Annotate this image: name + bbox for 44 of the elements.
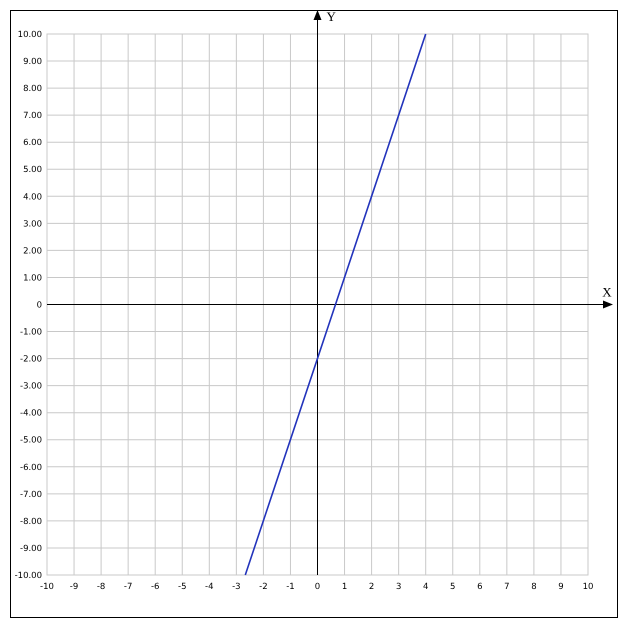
x-tick-label: 10 [582,582,594,592]
x-tick-label: -8 [96,582,106,592]
x-axis-title: X [602,284,612,300]
x-tick-label: 8 [531,582,537,592]
y-tick-label: -2.00 [20,354,42,365]
y-tick-label: 9.00 [23,57,42,68]
y-tick-label: 3.00 [23,219,42,230]
y-tick-label: 4.00 [23,192,42,202]
x-tick-label: -3 [232,582,241,592]
y-tick-label: -3.00 [20,382,42,392]
x-tick-label: -1 [286,582,295,592]
y-axis-title: Y [326,9,336,24]
x-tick-label: -9 [70,582,78,592]
y-tick-label: 5.00 [23,165,42,176]
x-tick-label: 0 [314,582,320,592]
y-tick-label: 6.00 [23,138,42,148]
y-tick-label: 0 [36,300,42,310]
y-tick-label: 1.00 [23,273,42,284]
x-tick-label: -5 [178,582,186,592]
x-tick-label: -2 [259,582,268,592]
x-tick-label: 3 [396,582,402,592]
x-tick-label: 4 [422,582,428,592]
y-tick-label: -5.00 [20,436,42,446]
y-tick-label: -8.00 [20,516,42,527]
y-tick-label: 8.00 [23,84,42,94]
y-tick-label: -6.00 [20,462,42,473]
x-tick-label: 6 [477,582,483,592]
x-tick-label: -10 [40,582,54,592]
x-tick-label: 2 [368,582,374,592]
y-tick-label: -10.00 [14,570,42,581]
y-tick-label: -1.00 [20,328,42,338]
y-tick-label: 7.00 [23,111,42,122]
x-tick-label: -6 [150,582,160,592]
x-tick-label: 7 [504,582,510,592]
y-tick-label: 2.00 [23,246,42,256]
x-tick-label: -4 [205,582,214,592]
x-tick-label: 1 [342,582,348,592]
y-tick-label: -4.00 [20,408,42,419]
y-tick-label: 10.00 [18,30,42,40]
x-tick-label: -7 [124,582,132,592]
x-tick-label: 5 [450,582,456,592]
y-tick-label: -9.00 [20,544,42,554]
y-tick-label: -7.00 [20,490,42,500]
x-tick-label: 9 [558,582,564,592]
